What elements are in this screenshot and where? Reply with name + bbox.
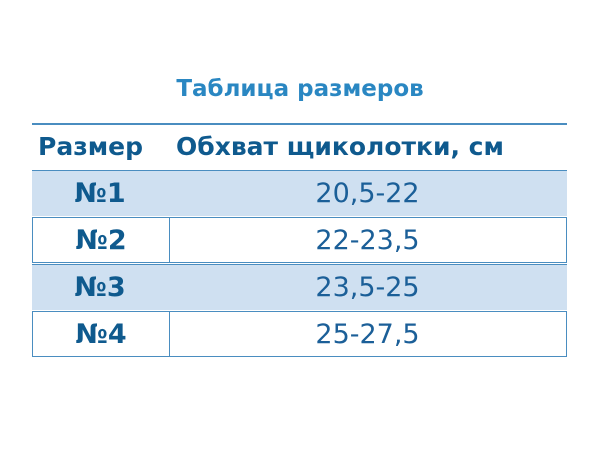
table-row: №3 23,5-25 bbox=[32, 264, 567, 310]
title-divider bbox=[32, 123, 567, 125]
girth-cell: 23,5-25 bbox=[315, 272, 420, 303]
girth-cell: 20,5-22 bbox=[315, 178, 420, 209]
size-cell: №2 bbox=[33, 218, 170, 262]
table-row: №4 25-27,5 bbox=[32, 311, 567, 357]
table-header: Размер Обхват щиколотки, см bbox=[32, 132, 567, 170]
girth-cell: 22-23,5 bbox=[315, 224, 420, 256]
size-cell: №3 bbox=[74, 272, 126, 303]
girth-cell: 25-27,5 bbox=[315, 318, 420, 350]
table-row: №1 20,5-22 bbox=[32, 170, 567, 216]
size-cell: №1 bbox=[74, 178, 126, 209]
table-row: №2 22-23,5 bbox=[32, 217, 567, 263]
header-size: Размер bbox=[38, 132, 144, 161]
header-girth: Обхват щиколотки, см bbox=[176, 132, 504, 161]
size-cell: №4 bbox=[33, 312, 170, 356]
table-title: Таблица размеров bbox=[176, 76, 424, 102]
